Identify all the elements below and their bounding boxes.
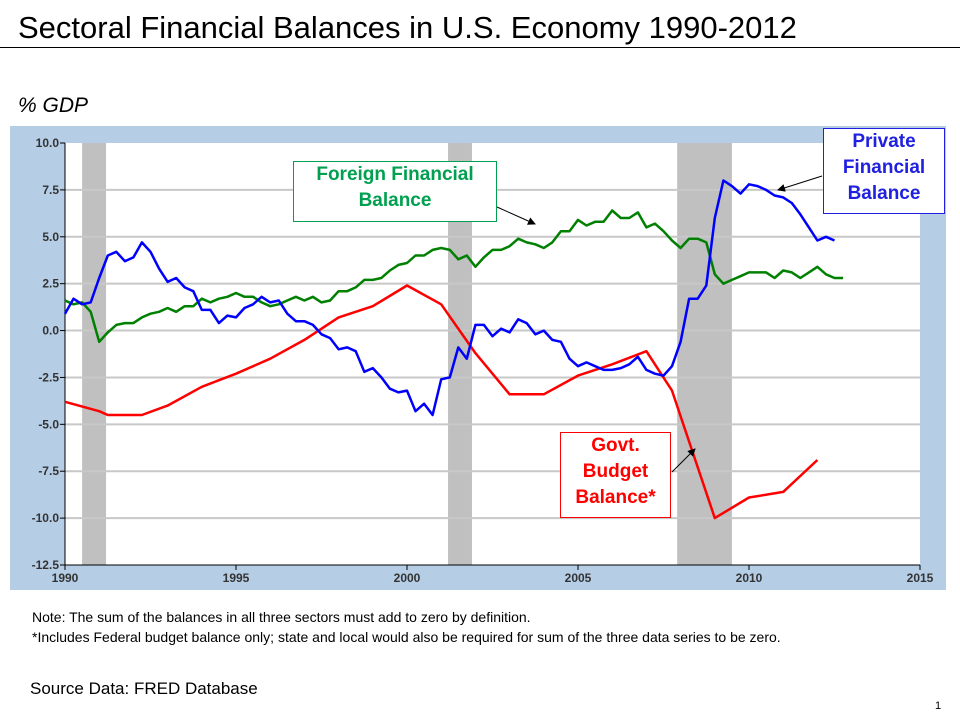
label-line: Balance bbox=[847, 183, 921, 204]
y-tick-label: -7.5 bbox=[38, 464, 59, 478]
source-text: Source Data: FRED Database bbox=[30, 679, 258, 698]
x-tick-label: 2000 bbox=[394, 571, 421, 585]
page-number: 1 bbox=[935, 700, 942, 712]
x-tick-label: 2005 bbox=[565, 571, 592, 585]
series-line-private-financial-balance bbox=[63, 179, 835, 417]
y-tick-label: -12.5 bbox=[32, 558, 60, 572]
y-tick-label: 7.5 bbox=[42, 183, 59, 197]
label-line: Balance* bbox=[575, 487, 656, 508]
note-line-1: Note: The sum of the balances in all thr… bbox=[32, 609, 531, 625]
y-tick-label: 10.0 bbox=[36, 136, 60, 150]
series-line-govt-budget-balance bbox=[64, 284, 819, 520]
x-tick-label: 1995 bbox=[223, 571, 250, 585]
private-arrow bbox=[777, 175, 823, 192]
y-tick-label: -10.0 bbox=[32, 511, 60, 525]
recession-band bbox=[82, 143, 107, 565]
x-tick-label: 2015 bbox=[907, 571, 934, 585]
govt-balance-label: Govt. Budget Balance* bbox=[560, 432, 671, 518]
govt-arrow bbox=[671, 448, 696, 473]
label-line: Budget bbox=[582, 461, 649, 482]
label-line: Foreign Financial bbox=[316, 164, 474, 185]
label-line: Balance bbox=[358, 190, 432, 211]
label-line: Govt. bbox=[591, 435, 640, 456]
note-line-2: *Includes Federal budget balance only; s… bbox=[32, 629, 781, 645]
foreign-arrow bbox=[496, 206, 536, 225]
y-axis-label: % GDP bbox=[18, 94, 89, 117]
title-divider bbox=[0, 47, 960, 48]
y-tick-label: -2.5 bbox=[38, 370, 59, 384]
y-tick-label: 0.0 bbox=[42, 324, 59, 338]
y-tick-label: 5.0 bbox=[42, 230, 59, 244]
label-line: Financial bbox=[842, 157, 926, 178]
recession-band bbox=[677, 143, 732, 565]
y-tick-label: 2.5 bbox=[42, 277, 59, 291]
label-line: Private bbox=[852, 131, 916, 152]
y-tick-label: -5.0 bbox=[38, 417, 59, 431]
private-balance-label: Private Financial Balance bbox=[823, 128, 945, 214]
recession-band bbox=[448, 143, 472, 565]
page-title: Sectoral Financial Balances in U.S. Econ… bbox=[18, 10, 797, 45]
foreign-balance-label: Foreign Financial Balance bbox=[293, 161, 497, 222]
x-tick-label: 1990 bbox=[52, 571, 79, 585]
series-line-foreign-financial-balance bbox=[64, 209, 844, 344]
x-tick-label: 2010 bbox=[736, 571, 763, 585]
